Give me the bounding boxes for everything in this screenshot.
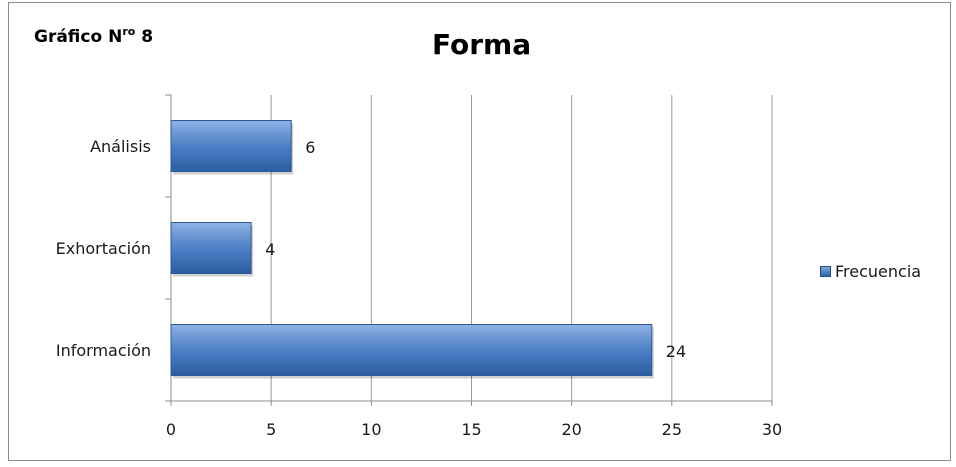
data-label: 6 (305, 138, 315, 157)
x-tick-label: 15 (461, 420, 481, 439)
x-tick-label: 0 (166, 420, 176, 439)
labels: 0 5 10 15 20 25 30 Análisis 6 Exhortación 4 Informa… (56, 137, 783, 439)
bar (170, 324, 653, 376)
legend-swatch (820, 266, 831, 277)
y-category-label: Análisis (90, 137, 151, 156)
x-tick-label: 25 (662, 420, 682, 439)
figure-label: Gráfico Nro 8 (34, 25, 154, 47)
y-category-label: Información (56, 341, 151, 360)
y-category-label: Exhortación (56, 239, 151, 258)
x-tick-label: 5 (266, 420, 276, 439)
x-tick-label: 10 (361, 420, 381, 439)
data-label: 4 (265, 240, 275, 259)
legend: Frecuencia (820, 262, 921, 281)
bar (170, 222, 252, 274)
x-tick-label: 20 (561, 420, 581, 439)
figure-label-prefix: Gráfico N (34, 27, 123, 47)
legend-label: Frecuencia (835, 262, 922, 281)
bar (170, 120, 292, 172)
chart-title: Forma (432, 28, 532, 61)
bars (170, 120, 654, 379)
data-label: 24 (666, 342, 686, 361)
figure-label-superscript: ro (122, 25, 136, 38)
x-tick-label: 30 (762, 420, 782, 439)
figure-label-number: 8 (135, 27, 154, 47)
chart-frame (8, 2, 951, 461)
